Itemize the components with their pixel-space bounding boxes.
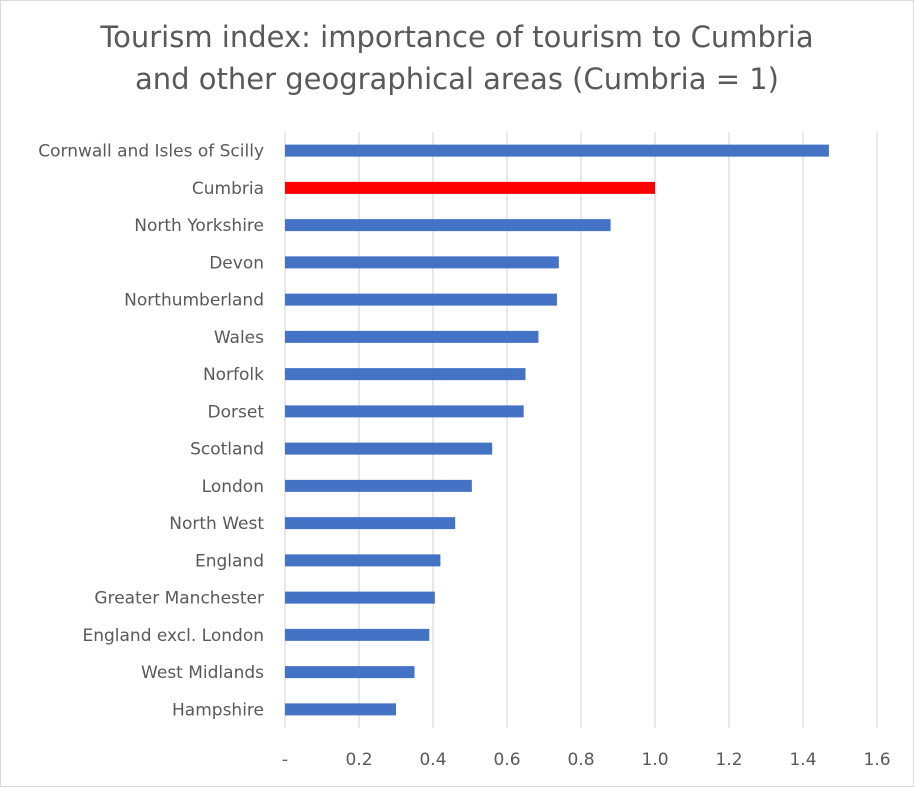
x-tick-label: 0.8 [567,750,594,770]
x-tick-label: 1.4 [789,750,816,770]
x-tick-label: 0.4 [419,750,446,770]
chart-title: Tourism index: importance of tourism to … [0,16,914,100]
category-label: England excl. London [82,626,264,646]
bar [285,181,655,194]
category-label: North West [169,514,264,534]
category-label: Greater Manchester [94,589,264,609]
bar [285,517,456,530]
category-label: Scotland [190,440,264,460]
bar [285,442,493,455]
bar [285,144,829,157]
bar [285,256,559,269]
chart-title-line2: and other geographical areas (Cumbria = … [134,62,780,96]
category-label: Dorset [208,402,265,422]
bar [285,293,557,306]
bar [285,628,430,641]
category-label: West Midlands [141,663,264,683]
chart-title-line1: Tourism index: importance of tourism to … [100,20,814,54]
x-tick-label: 1.6 [863,750,890,770]
x-tick-label: 1.2 [715,750,742,770]
category-label: Wales [214,328,264,348]
category-label: Hampshire [172,700,264,720]
bar [285,405,524,418]
category-label: England [195,551,264,571]
category-label: Cornwall and Isles of Scilly [38,142,264,162]
x-tick-label: - [282,750,288,770]
bar [285,554,441,567]
bar [285,479,472,492]
bar [285,219,611,232]
category-label: Devon [209,253,264,273]
category-label: Northumberland [124,291,264,311]
category-label: London [202,477,264,497]
x-tick-label: 0.6 [493,750,520,770]
x-tick-label: 1.0 [641,750,668,770]
x-tick-label: 0.2 [345,750,372,770]
category-label: North Yorkshire [134,216,264,236]
bar [285,591,435,604]
bar [285,330,539,343]
category-label: Cumbria [192,179,264,199]
bar [285,703,396,716]
category-label: Norfolk [203,365,264,385]
bar [285,368,526,381]
bar [285,666,415,679]
